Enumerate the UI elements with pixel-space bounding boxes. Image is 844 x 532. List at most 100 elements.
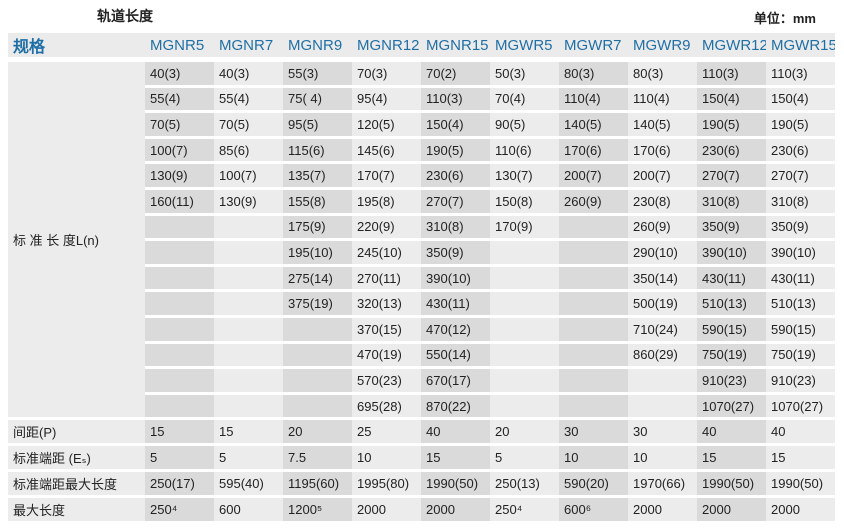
header-model: MGNR12 <box>352 33 421 62</box>
header-model: MGWR9 <box>628 33 697 62</box>
length-cell: 110(3) <box>697 59 766 88</box>
length-cell <box>490 265 559 293</box>
value-cell: 1990(50) <box>766 470 835 499</box>
length-cell: 470(12) <box>421 316 490 344</box>
length-cell <box>145 265 214 293</box>
value-cell: 2000 <box>697 496 766 525</box>
rail-length-table: 规格 MGNR5 MGNR7 MGNR9 MGNR12 MGNR15 MGWR5 MGWR7 M… <box>8 33 835 525</box>
length-cell <box>628 367 697 395</box>
length-cell: 670(17) <box>421 367 490 395</box>
length-cell: 170(6) <box>628 137 697 165</box>
length-cell: 270(7) <box>766 162 835 190</box>
value-cell: 600⁶ <box>559 496 628 525</box>
length-cell: 350(14) <box>628 265 697 293</box>
table-row: 55(4) 55(4) 75( 4) 95(4) 110(3) 70(4) 110(4) 11… <box>8 86 835 114</box>
length-cell <box>559 290 628 318</box>
table-row: 标 准 长 度L(n) 40(3) 40(3) 55(3) 70(3) 70(2) 50(3… <box>8 59 835 421</box>
length-cell: 155(8) <box>283 188 352 216</box>
table-row: 375(19) 320(13) 430(11) 500(19) 510(13) 510(1… <box>8 290 835 318</box>
length-cell: 220(9) <box>352 214 421 242</box>
table-row: 195(10) 245(10) 350(9) 290(10) 390(10) 390(10… <box>8 239 835 267</box>
length-cell: 320(13) <box>352 290 421 318</box>
length-cell: 390(10) <box>697 239 766 267</box>
length-cell: 80(3) <box>559 59 628 88</box>
value-cell: 1200⁵ <box>283 496 352 525</box>
length-cell: 910(23) <box>697 367 766 395</box>
length-cell: 430(11) <box>421 290 490 318</box>
value-cell: 30 <box>628 418 697 447</box>
length-cell: 130(7) <box>490 162 559 190</box>
length-cell <box>214 393 283 421</box>
length-cell: 195(8) <box>352 188 421 216</box>
length-cell: 120(5) <box>352 111 421 139</box>
length-cell: 510(13) <box>697 290 766 318</box>
unit-label: 单位：mm <box>753 11 816 26</box>
length-cell: 230(6) <box>697 137 766 165</box>
header-model: MGNR7 <box>214 33 283 62</box>
length-cell: 290(10) <box>628 239 697 267</box>
length-cell: 100(7) <box>145 137 214 165</box>
length-cell: 195(10) <box>283 239 352 267</box>
length-cell <box>559 265 628 293</box>
value-cell: 2000 <box>766 496 835 525</box>
row-label: 最大长度 <box>8 496 145 525</box>
length-cell: 270(7) <box>421 188 490 216</box>
header-model: MGWR15 <box>766 33 835 62</box>
value-cell: 2000 <box>628 496 697 525</box>
table-row: 275(14) 270(11) 390(10) 350(14) 430(11) 430(1… <box>8 265 835 293</box>
value-cell: 15 <box>214 418 283 447</box>
value-cell: 5 <box>214 444 283 473</box>
length-cell: 275(14) <box>283 265 352 293</box>
length-cell: 870(22) <box>421 393 490 421</box>
value-cell: 2000 <box>352 496 421 525</box>
value-cell: 15 <box>766 444 835 473</box>
value-cell: 40 <box>421 418 490 447</box>
length-cell: 140(5) <box>559 111 628 139</box>
length-cell <box>490 316 559 344</box>
length-cell <box>214 265 283 293</box>
value-cell: 40 <box>697 418 766 447</box>
length-cell: 390(10) <box>421 265 490 293</box>
header-model: MGNR15 <box>421 33 490 62</box>
value-cell: 1970(66) <box>628 470 697 499</box>
length-cell: 430(11) <box>697 265 766 293</box>
length-cell: 310(8) <box>697 188 766 216</box>
value-cell: 20 <box>490 418 559 447</box>
length-cell: 190(5) <box>421 137 490 165</box>
length-cell: 150(4) <box>421 111 490 139</box>
length-cell: 1070(27) <box>766 393 835 421</box>
length-cell <box>214 239 283 267</box>
length-cell: 55(3) <box>283 59 352 88</box>
table-row: 间距(P) 15 15 20 25 40 20 30 30 40 40 <box>8 418 835 447</box>
value-cell: 15 <box>145 418 214 447</box>
header-model: MGNR5 <box>145 33 214 62</box>
length-cell: 430(11) <box>766 265 835 293</box>
length-cell: 55(4) <box>145 86 214 114</box>
value-cell: 10 <box>559 444 628 473</box>
value-cell: 15 <box>697 444 766 473</box>
length-cell <box>559 214 628 242</box>
length-cell: 170(6) <box>559 137 628 165</box>
row-label: 标准端距最大长度 <box>8 470 145 499</box>
length-cell: 110(4) <box>628 86 697 114</box>
length-cell <box>145 239 214 267</box>
length-cell: 110(6) <box>490 137 559 165</box>
length-cell: 570(23) <box>352 367 421 395</box>
length-cell: 910(23) <box>766 367 835 395</box>
value-cell: 20 <box>283 418 352 447</box>
length-cell: 270(11) <box>352 265 421 293</box>
value-cell: 1995(80) <box>352 470 421 499</box>
length-cell: 1070(27) <box>697 393 766 421</box>
length-cell: 130(9) <box>145 162 214 190</box>
table-row: 370(15) 470(12) 710(24) 590(15) 590(15) <box>8 316 835 344</box>
length-cell <box>559 393 628 421</box>
length-cell: 200(7) <box>628 162 697 190</box>
value-cell: 1195(60) <box>283 470 352 499</box>
value-cell: 25 <box>352 418 421 447</box>
length-cell: 85(6) <box>214 137 283 165</box>
length-cell <box>283 367 352 395</box>
table-row: 470(19) 550(14) 860(29) 750(19) 750(19) <box>8 342 835 370</box>
table-row: 70(5) 70(5) 95(5) 120(5) 150(4) 90(5) 140(5) 14… <box>8 111 835 139</box>
length-cell: 160(11) <box>145 188 214 216</box>
length-cell: 110(3) <box>421 86 490 114</box>
